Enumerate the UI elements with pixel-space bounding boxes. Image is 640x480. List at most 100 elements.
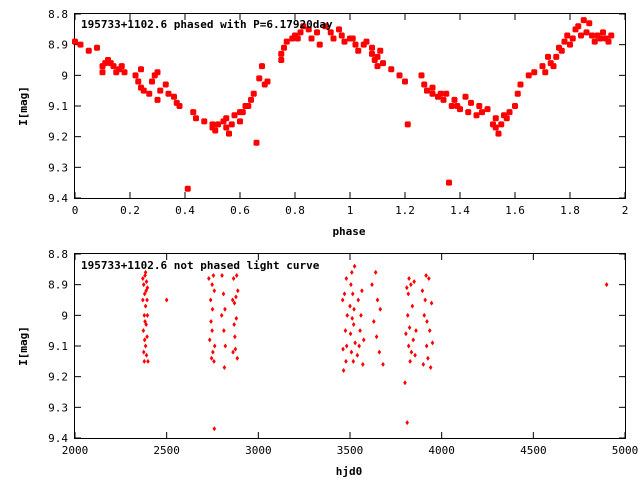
data-point: [361, 361, 365, 367]
data-point: [344, 276, 349, 282]
data-point: [223, 115, 230, 122]
data-point: [349, 282, 353, 288]
y-tick-label: 9.3: [48, 161, 68, 174]
data-point: [316, 41, 323, 48]
data-point: [212, 358, 216, 364]
data-point: [184, 185, 191, 192]
data-point: [421, 81, 428, 88]
data-point: [144, 322, 148, 328]
data-point: [350, 315, 354, 321]
data-point: [121, 69, 128, 76]
data-point: [356, 297, 361, 303]
data-point: [512, 103, 518, 109]
x-tick-label: 1: [347, 204, 354, 217]
data-point: [314, 29, 320, 36]
data-point: [138, 66, 144, 73]
data-point: [245, 103, 252, 109]
data-point: [193, 115, 199, 122]
data-point: [427, 328, 432, 334]
data-point: [484, 106, 491, 113]
data-point: [374, 53, 381, 60]
y-axis-label: I[mag]: [17, 86, 30, 126]
data-point: [237, 118, 243, 125]
data-point: [145, 312, 150, 318]
data-point: [343, 328, 348, 334]
data-point: [209, 318, 213, 324]
data-point: [118, 63, 125, 70]
x-tick-label: 2000: [62, 444, 89, 457]
data-point: [465, 109, 472, 116]
data-point: [567, 41, 573, 48]
data-point: [404, 121, 411, 128]
data-point: [208, 297, 213, 303]
data-point: [355, 352, 360, 358]
data-point: [207, 337, 212, 343]
data-point: [223, 343, 228, 349]
data-point: [402, 78, 408, 85]
data-point: [99, 69, 106, 76]
tick-marks: [74, 13, 626, 199]
data-point: [142, 337, 147, 343]
data-point: [381, 361, 385, 367]
data-point: [142, 291, 147, 297]
data-point: [232, 300, 237, 306]
data-point: [374, 334, 379, 340]
data-point: [443, 90, 450, 97]
y-tick-label: 8.9: [48, 39, 68, 52]
data-point: [426, 355, 430, 361]
data-point: [248, 96, 254, 103]
data-point: [428, 364, 433, 370]
data-point: [342, 291, 347, 297]
data-point: [140, 87, 147, 94]
data-point: [408, 358, 412, 364]
data-point: [359, 312, 363, 318]
data-point: [176, 103, 183, 109]
data-point: [141, 282, 146, 288]
x-tick-label: 5000: [612, 444, 639, 457]
data-point: [141, 276, 145, 282]
data-point: [427, 276, 431, 282]
data-point: [209, 355, 214, 361]
x-axis-label: hjd0: [336, 465, 363, 478]
data-point: [210, 306, 215, 312]
data-point: [360, 288, 364, 294]
y-tick-label: 9.4: [48, 432, 68, 445]
data-point: [278, 57, 285, 63]
data-point: [222, 364, 227, 370]
data-point: [72, 38, 78, 45]
data-point: [110, 63, 117, 70]
y-axis-label: I[mag]: [17, 326, 30, 366]
data-point: [149, 78, 155, 85]
y-tick-label: 9: [61, 69, 68, 82]
data-point: [492, 115, 499, 122]
data-point: [344, 358, 348, 364]
data-point: [425, 318, 429, 324]
data-point: [378, 306, 383, 312]
data-point: [85, 47, 92, 54]
data-point: [404, 331, 408, 337]
data-point: [418, 72, 425, 79]
y-tick-label: 9.4: [48, 192, 68, 205]
data-point: [421, 361, 426, 367]
data-point: [141, 328, 146, 334]
data-point: [413, 352, 417, 358]
y-tick-label: 8.8: [48, 8, 68, 21]
x-tick-label: 0.8: [285, 204, 305, 217]
data-point: [589, 32, 595, 39]
data-point: [278, 50, 285, 57]
data-point: [361, 337, 366, 343]
data-point: [154, 69, 161, 76]
data-point: [578, 32, 584, 39]
data-point: [424, 272, 428, 278]
y-tick-label: 9.1: [48, 340, 68, 353]
y-tick-label: 9.1: [48, 100, 68, 113]
data-point: [411, 337, 416, 343]
data-point: [597, 35, 604, 42]
phased-light-curve-panel: 0 0.2 0.4 0.6 0.8 1 1.2 1.4 1.6 1.8 2 8.8 8.9 9 9.1 9.2…: [17, 8, 628, 238]
data-point: [586, 20, 593, 27]
data-point: [349, 35, 356, 42]
data-point: [407, 276, 411, 282]
data-point: [498, 121, 505, 128]
data-point: [363, 38, 370, 45]
data-point: [212, 343, 217, 349]
